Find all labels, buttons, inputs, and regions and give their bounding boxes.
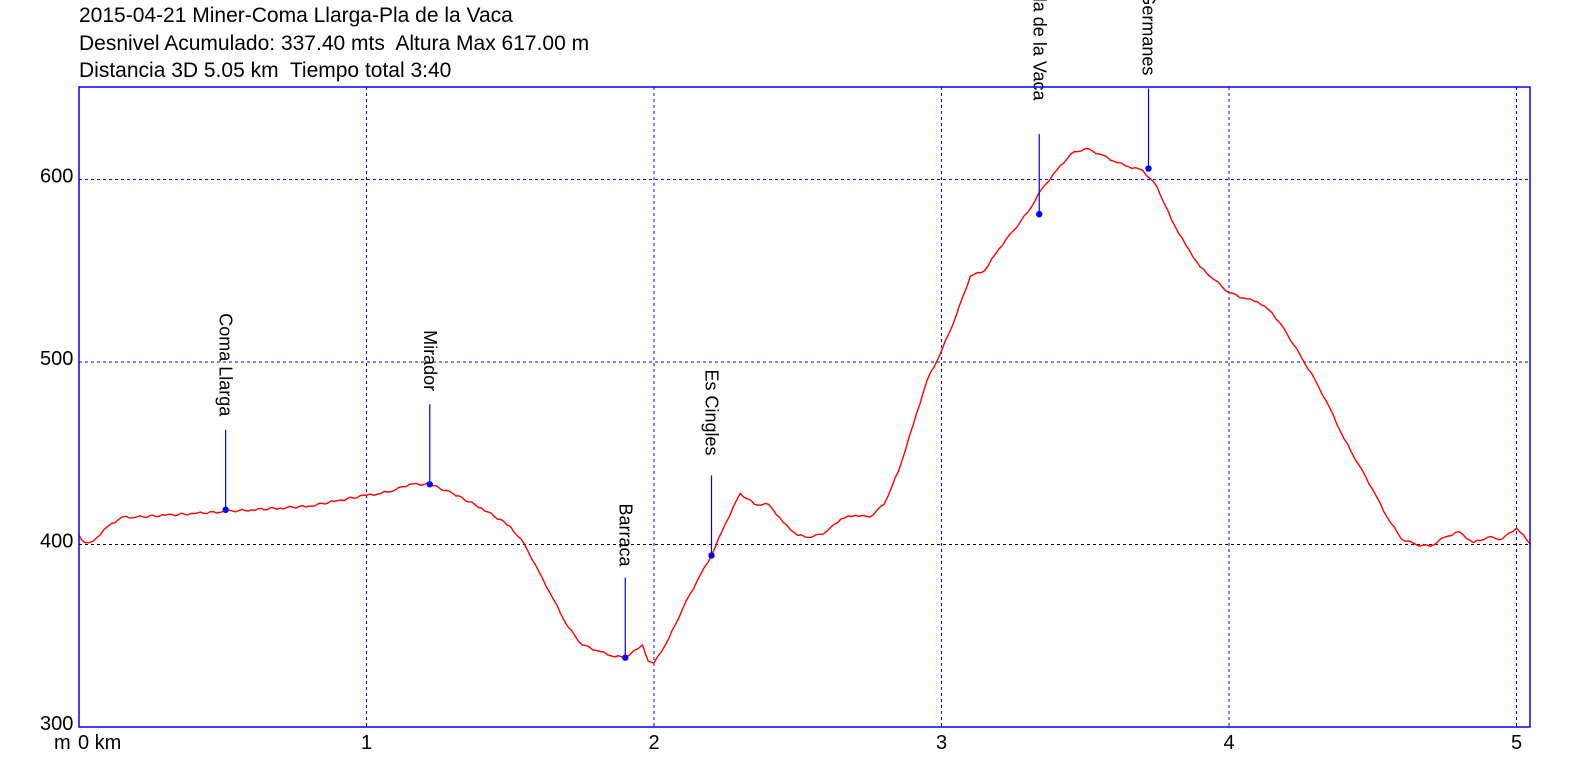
waypoint: Mirador — [420, 330, 440, 488]
x-tick-label: 5 — [1511, 732, 1522, 754]
y-tick-label: 500 — [40, 348, 73, 370]
y-tick-label: 400 — [40, 531, 73, 553]
y-tick-label: 600 — [40, 166, 73, 188]
x-tick-label: 0 km — [78, 732, 121, 754]
waypoint-marker — [1036, 210, 1043, 218]
plot-frame — [78, 86, 1531, 728]
waypoint-label: Barraca — [615, 503, 635, 567]
waypoint: Ses Dues Germanes — [1139, 0, 1159, 172]
waypoint-marker — [1145, 165, 1152, 172]
chart-title: 2015-04-21 Miner-Coma Llarga-Pla de la V… — [79, 4, 513, 27]
waypoint: Coma Llarga — [216, 313, 236, 514]
waypoint-marker — [222, 506, 229, 514]
waypoint-marker — [622, 654, 629, 661]
waypoint: Pla de la Vaca — [1029, 0, 1049, 218]
waypoint-label: Mirador — [420, 330, 440, 391]
x-tick-label: 3 — [936, 732, 947, 754]
waypoints: Coma Llarga Mirador Barraca Es Cingles Pla d… — [216, 0, 1159, 661]
y-unit-label: m — [54, 732, 71, 754]
waypoint: Es Cingles — [702, 369, 722, 559]
y-tick-label: 300 — [40, 713, 73, 735]
x-tick-label: 1 — [361, 732, 372, 754]
elevation-profile-line — [78, 147, 1532, 664]
x-tick-label: 2 — [648, 732, 659, 754]
waypoint-label: Pla de la Vaca — [1029, 0, 1049, 102]
grid-lines — [79, 87, 1530, 727]
chart-subtitle-elevation: Desnivel Acumulado: 337.40 mts Altura Ma… — [79, 32, 590, 55]
chart-subtitle-distance: Distancia 3D 5.05 km Tiempo total 3:40 — [79, 59, 452, 82]
waypoint-label: Coma Llarga — [216, 313, 236, 417]
waypoint-marker — [708, 552, 715, 559]
waypoint: Barraca — [615, 503, 635, 661]
waypoint-label: Ses Dues Germanes — [1139, 0, 1159, 75]
waypoint-marker — [426, 481, 433, 488]
waypoint-label: Es Cingles — [702, 369, 722, 455]
x-tick-label: 4 — [1223, 732, 1234, 754]
axis-labels: 300 400 500 600 0 km 1 2 3 4 5 m — [40, 166, 1522, 755]
